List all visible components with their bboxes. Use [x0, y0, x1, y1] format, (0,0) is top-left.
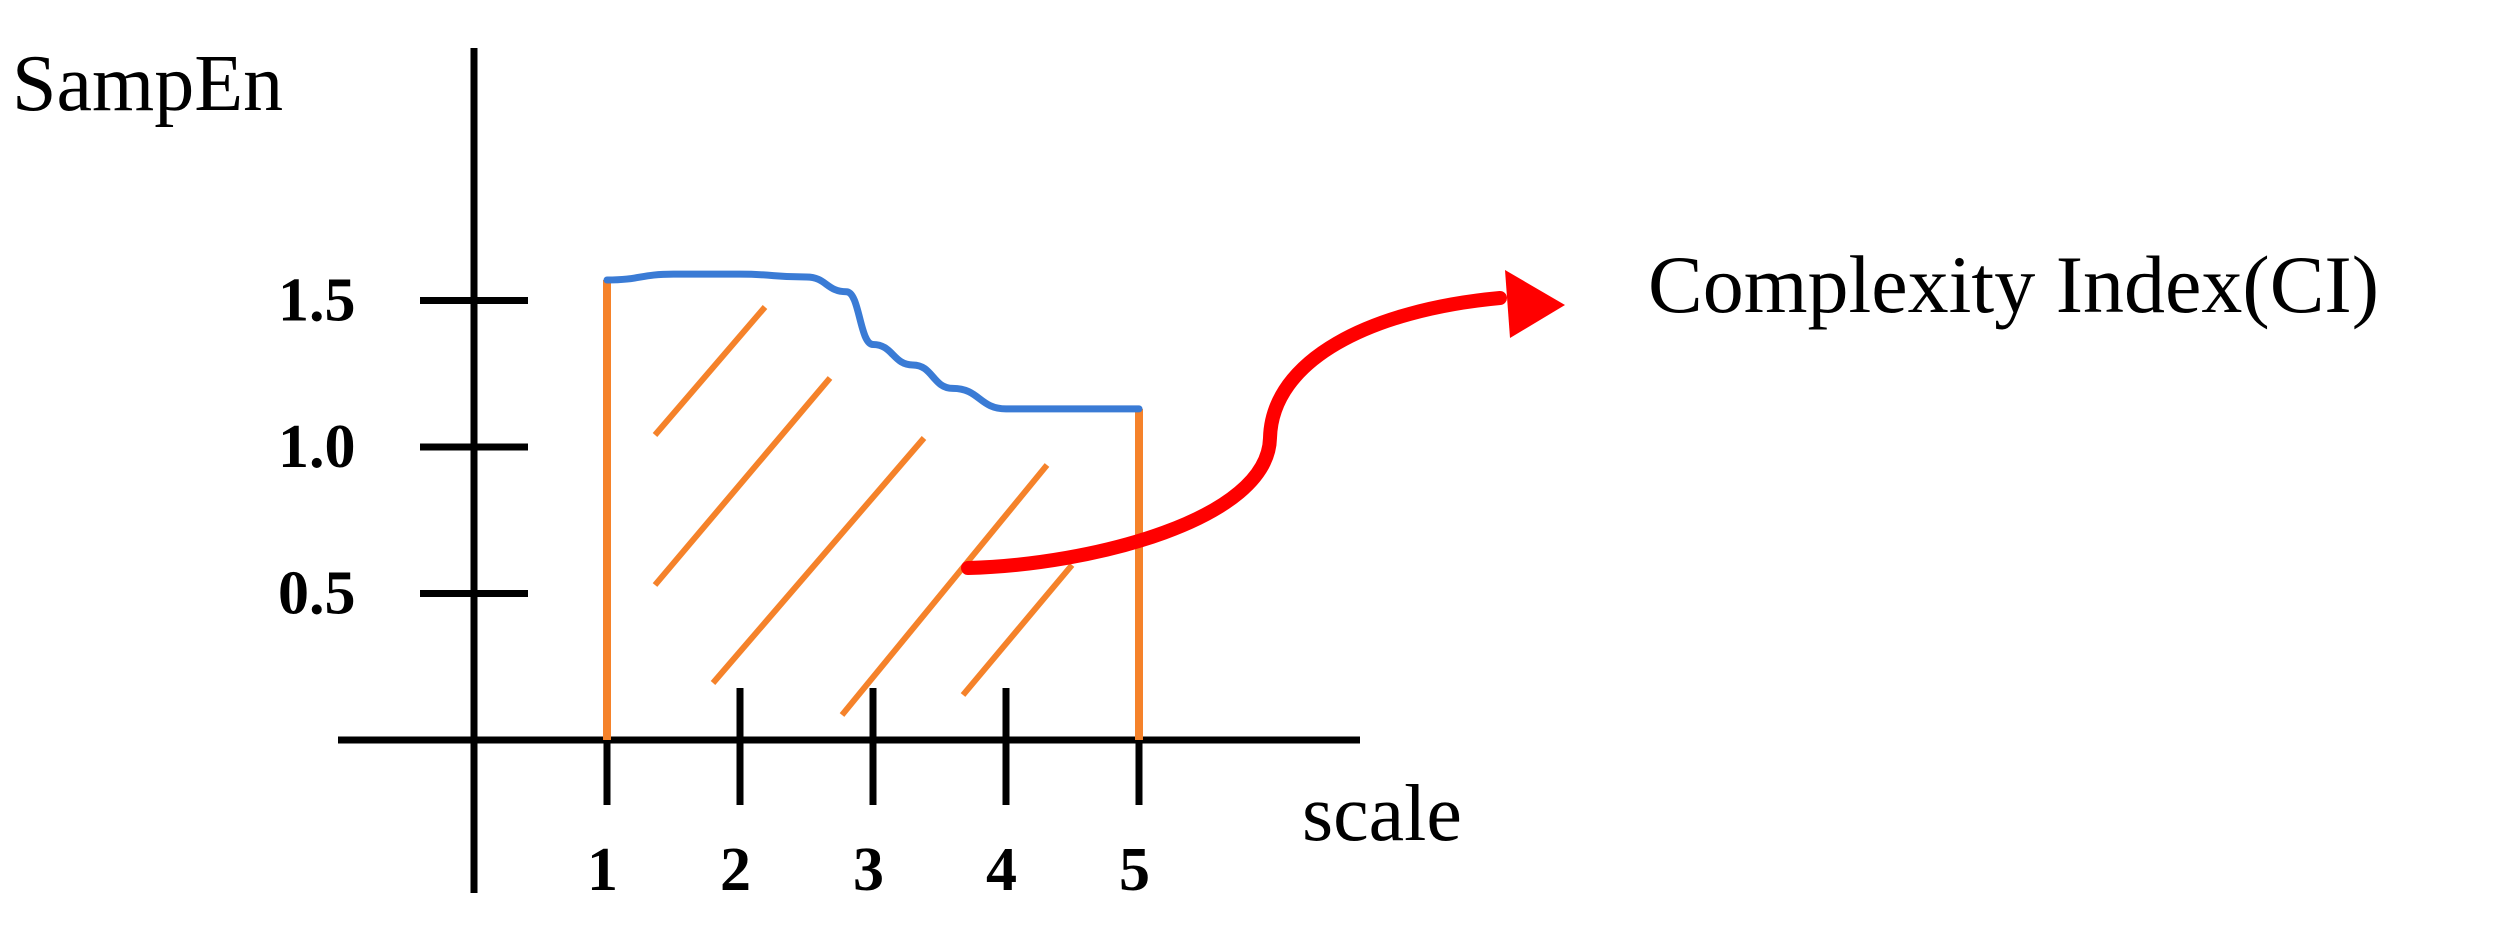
ci-annotation: Complexity Index(CI): [1648, 239, 2379, 330]
hatch-stroke: [710, 436, 927, 685]
x-tick-label: 2: [720, 836, 751, 904]
hatch-stroke: [960, 563, 1075, 697]
y-tick-label: 0.5: [278, 560, 356, 628]
x-tick-group: 1 2 3 4 5: [587, 688, 1150, 904]
hatch-stroke: [839, 463, 1050, 717]
x-tick-label: 3: [853, 836, 884, 904]
x-axis-label: scale: [1302, 770, 1462, 858]
sampen-curve: [603, 270, 1143, 413]
y-tick-label: 1.5: [278, 267, 356, 335]
x-tick-label: 5: [1119, 836, 1150, 904]
area-hatch: [652, 305, 1075, 717]
hatch-stroke: [652, 305, 768, 437]
x-tick-label: 4: [986, 836, 1017, 904]
y-axis-label: SampEn: [12, 40, 283, 128]
y-tick-label: 1.0: [278, 413, 356, 481]
x-tick-label: 1: [587, 836, 618, 904]
ci-arrowhead-icon: [1505, 270, 1565, 338]
hatch-stroke: [652, 376, 833, 587]
y-tick-group: 0.5 1.0 1.5: [278, 267, 528, 628]
ci-arrow: [961, 291, 1507, 575]
